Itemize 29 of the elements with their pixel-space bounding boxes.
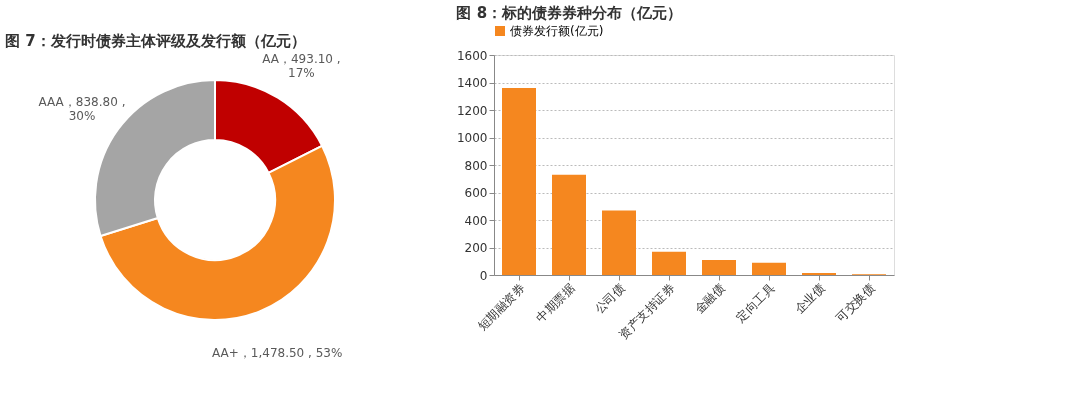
y-tick-label: 1200	[456, 103, 488, 118]
bar	[702, 259, 736, 275]
chart-title: 图 7：发行时债券主体评级及发行额（亿元）	[5, 32, 306, 51]
y-tick-label: 1600	[456, 48, 488, 63]
y-tick-label: 0	[479, 268, 488, 283]
bar	[602, 210, 636, 275]
y-tick-label: 200	[464, 241, 488, 255]
y-tick-label: 800	[464, 158, 488, 173]
slice-label: AA+，1,478.50 , 53%	[212, 345, 343, 360]
chart-title: 图 8：标的债券券种分布（亿元）	[456, 4, 683, 22]
x-tick-label: 定向工具	[733, 281, 778, 325]
y-tick-label: 400	[464, 213, 488, 228]
x-tick-label: 企业债	[792, 281, 828, 317]
y-tick-label: 600	[464, 186, 488, 200]
bar	[502, 88, 536, 275]
legend-label: 债券发行额(亿元)	[510, 24, 604, 38]
x-tick-label: 中期票据	[533, 281, 578, 325]
slice-label: AAA，838.80 , 30%	[38, 95, 126, 124]
x-tick-label: 公司债	[592, 281, 628, 317]
y-tick-label: 1400	[456, 76, 488, 90]
bar	[752, 262, 786, 275]
y-tick-label: 1000	[456, 131, 488, 145]
bar	[802, 272, 836, 275]
x-tick-label: 金融债	[692, 281, 728, 317]
slice-label: AA，493.10 , 17%	[262, 52, 341, 81]
bar	[552, 174, 586, 275]
bar	[652, 251, 686, 275]
x-tick-label: 短期融资券	[475, 281, 528, 334]
x-tick-label: 可交换债	[833, 281, 878, 325]
